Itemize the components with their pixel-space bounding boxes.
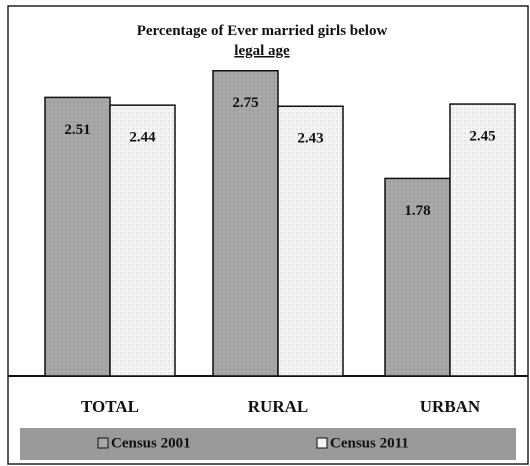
data-label: 2.43 bbox=[297, 131, 323, 147]
data-label: 2.45 bbox=[469, 128, 495, 144]
data-label: 2.44 bbox=[129, 130, 156, 146]
legend-swatch bbox=[316, 437, 328, 449]
legend-swatch bbox=[97, 437, 109, 449]
x-tick-label: URBAN bbox=[420, 397, 481, 416]
x-tick-label: RURAL bbox=[248, 397, 308, 416]
legend-band bbox=[20, 428, 516, 460]
bar bbox=[44, 96, 111, 377]
data-label: 2.51 bbox=[64, 122, 90, 138]
legend-label: Census 2011 bbox=[330, 435, 409, 451]
chart-title: Percentage of Ever married girls below le… bbox=[137, 23, 388, 59]
data-label: 2.75 bbox=[232, 95, 258, 111]
x-tick-label: TOTAL bbox=[81, 397, 139, 416]
bar bbox=[277, 105, 344, 377]
legend-label: Census 2001 bbox=[111, 435, 191, 451]
bar bbox=[449, 103, 516, 377]
data-label: 1.78 bbox=[404, 203, 430, 219]
bar bbox=[384, 177, 451, 377]
bar bbox=[212, 70, 279, 377]
bar bbox=[109, 104, 176, 377]
